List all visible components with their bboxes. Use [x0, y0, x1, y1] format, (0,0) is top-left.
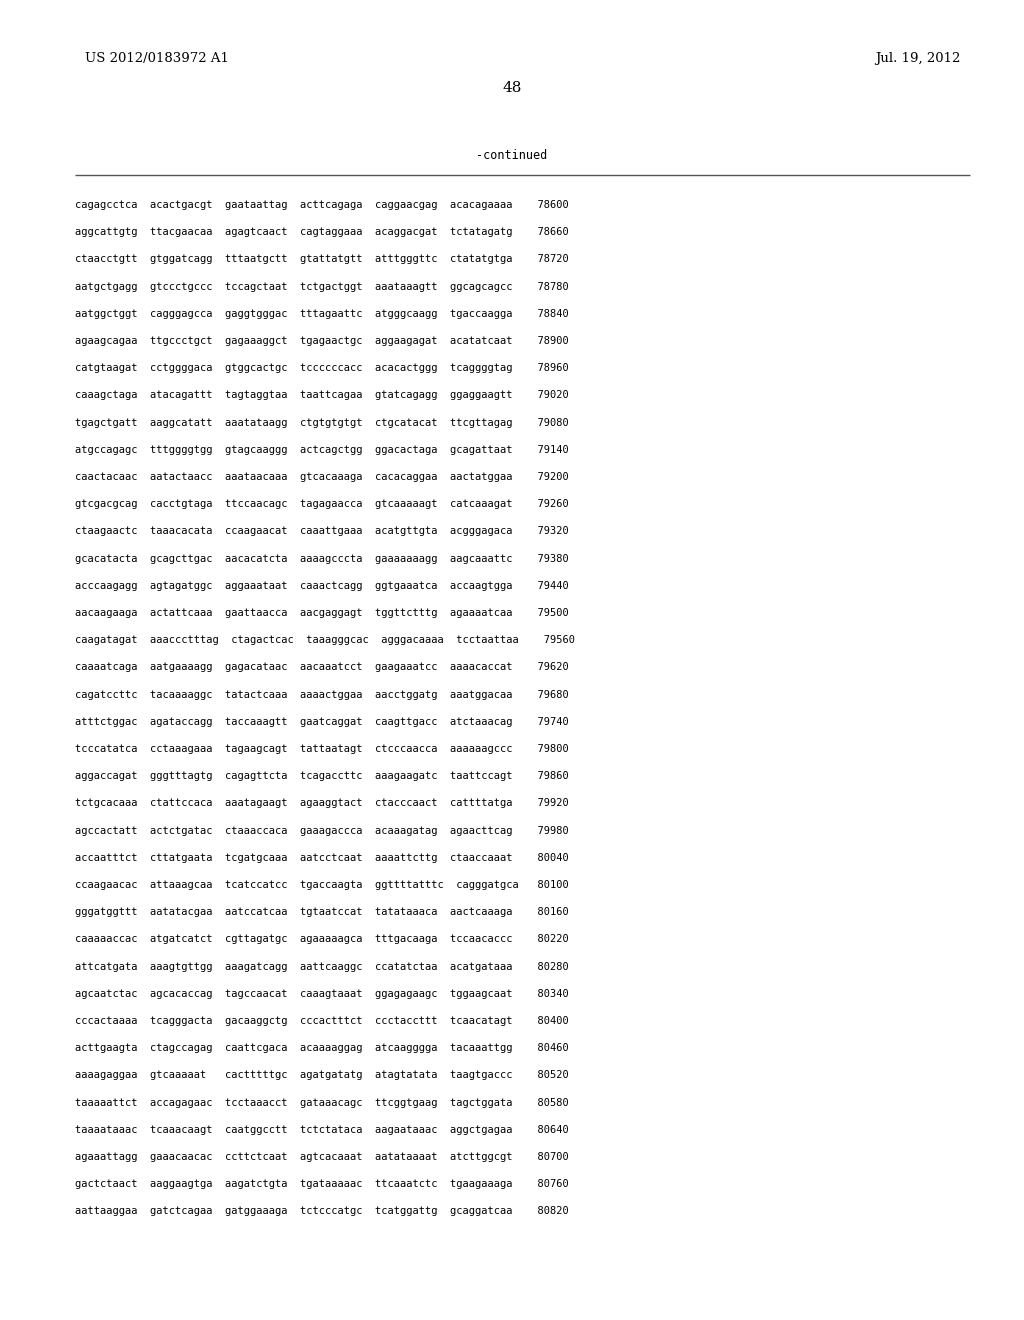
Text: agaaattagg  gaaacaacac  ccttctcaat  agtcacaaat  aatataaaat  atcttggcgt    80700: agaaattagg gaaacaacac ccttctcaat agtcaca…: [75, 1152, 568, 1162]
Text: cagatccttc  tacaaaaggc  tatactcaaa  aaaactggaa  aacctggatg  aaatggacaa    79680: cagatccttc tacaaaaggc tatactcaaa aaaactg…: [75, 689, 568, 700]
Text: agcaatctac  agcacaccag  tagccaacat  caaagtaaat  ggagagaagc  tggaagcaat    80340: agcaatctac agcacaccag tagccaacat caaagta…: [75, 989, 568, 999]
Text: accaatttct  cttatgaata  tcgatgcaaa  aatcctcaat  aaaattcttg  ctaaccaaat    80040: accaatttct cttatgaata tcgatgcaaa aatcctc…: [75, 853, 568, 863]
Text: gactctaact  aaggaagtga  aagatctgta  tgataaaaac  ttcaaatctc  tgaagaaaga    80760: gactctaact aaggaagtga aagatctgta tgataaa…: [75, 1179, 568, 1189]
Text: gcacatacta  gcagcttgac  aacacatcta  aaaagcccta  gaaaaaaagg  aagcaaattc    79380: gcacatacta gcagcttgac aacacatcta aaaagcc…: [75, 553, 568, 564]
Text: tcccatatca  cctaaagaaa  tagaagcagt  tattaatagt  ctcccaacca  aaaaaagccc    79800: tcccatatca cctaaagaaa tagaagcagt tattaat…: [75, 744, 568, 754]
Text: agccactatt  actctgatac  ctaaaccaca  gaaagaccca  acaaagatag  agaacttcag    79980: agccactatt actctgatac ctaaaccaca gaaagac…: [75, 825, 568, 836]
Text: aacaagaaga  actattcaaa  gaattaacca  aacgaggagt  tggttctttg  agaaaatcaa    79500: aacaagaaga actattcaaa gaattaacca aacgagg…: [75, 609, 568, 618]
Text: caaagctaga  atacagattt  tagtaggtaa  taattcagaa  gtatcagagg  ggaggaagtt    79020: caaagctaga atacagattt tagtaggtaa taattca…: [75, 391, 568, 400]
Text: aattaaggaa  gatctcagaa  gatggaaaga  tctcccatgc  tcatggattg  gcaggatcaa    80820: aattaaggaa gatctcagaa gatggaaaga tctccca…: [75, 1206, 568, 1217]
Text: gtcgacgcag  cacctgtaga  ttccaacagc  tagagaacca  gtcaaaaagt  catcaaagat    79260: gtcgacgcag cacctgtaga ttccaacagc tagagaa…: [75, 499, 568, 510]
Text: -continued: -continued: [476, 149, 548, 162]
Text: taaaaattct  accagagaac  tcctaaacct  gataaacagc  ttcggtgaag  tagctggata    80580: taaaaattct accagagaac tcctaaacct gataaac…: [75, 1098, 568, 1107]
Text: cccactaaaa  tcagggacta  gacaaggctg  cccactttct  ccctaccttt  tcaacatagt    80400: cccactaaaa tcagggacta gacaaggctg cccactt…: [75, 1016, 568, 1026]
Text: caactacaac  aatactaacc  aaataacaaa  gtcacaaaga  cacacaggaa  aactatggaa    79200: caactacaac aatactaacc aaataacaaa gtcacaa…: [75, 473, 568, 482]
Text: cagagcctca  acactgacgt  gaataattag  acttcagaga  caggaacgag  acacagaaaa    78600: cagagcctca acactgacgt gaataattag acttcag…: [75, 201, 568, 210]
Text: ctaacctgtt  gtggatcagg  tttaatgctt  gtattatgtt  atttgggttc  ctatatgtga    78720: ctaacctgtt gtggatcagg tttaatgctt gtattat…: [75, 255, 568, 264]
Text: atgccagagc  tttggggtgg  gtagcaaggg  actcagctgg  ggacactaga  gcagattaat    79140: atgccagagc tttggggtgg gtagcaaggg actcagc…: [75, 445, 568, 455]
Text: ctaagaactc  taaacacata  ccaagaacat  caaattgaaa  acatgttgta  acgggagaca    79320: ctaagaactc taaacacata ccaagaacat caaattg…: [75, 527, 568, 536]
Text: caaaaaccac  atgatcatct  cgttagatgc  agaaaaagca  tttgacaaga  tccaacaccc    80220: caaaaaccac atgatcatct cgttagatgc agaaaaa…: [75, 935, 568, 944]
Text: agaagcagaa  ttgccctgct  gagaaaggct  tgagaactgc  aggaagagat  acatatcaat    78900: agaagcagaa ttgccctgct gagaaaggct tgagaac…: [75, 337, 568, 346]
Text: catgtaagat  cctggggaca  gtggcactgc  tccccccacc  acacactggg  tcaggggtag    78960: catgtaagat cctggggaca gtggcactgc tcccccc…: [75, 363, 568, 374]
Text: acttgaagta  ctagccagag  caattcgaca  acaaaaggag  atcaagggga  tacaaattgg    80460: acttgaagta ctagccagag caattcgaca acaaaag…: [75, 1043, 568, 1053]
Text: ccaagaacac  attaaagcaa  tcatccatcc  tgaccaagta  ggttttatttc  cagggatgca   80100: ccaagaacac attaaagcaa tcatccatcc tgaccaa…: [75, 880, 568, 890]
Text: aatgctgagg  gtccctgccc  tccagctaat  tctgactggt  aaataaagtt  ggcagcagcc    78780: aatgctgagg gtccctgccc tccagctaat tctgact…: [75, 281, 568, 292]
Text: 48: 48: [503, 81, 521, 95]
Text: atttctggac  agataccagg  taccaaagtt  gaatcaggat  caagttgacc  atctaaacag    79740: atttctggac agataccagg taccaaagtt gaatcag…: [75, 717, 568, 727]
Text: aatggctggt  cagggagcca  gaggtgggac  tttagaattc  atgggcaagg  tgaccaagga    78840: aatggctggt cagggagcca gaggtgggac tttagaa…: [75, 309, 568, 319]
Text: acccaagagg  agtagatggc  aggaaataat  caaactcagg  ggtgaaatca  accaagtgga    79440: acccaagagg agtagatggc aggaaataat caaactc…: [75, 581, 568, 591]
Text: attcatgata  aaagtgttgg  aaagatcagg  aattcaaggc  ccatatctaa  acatgataaa    80280: attcatgata aaagtgttgg aaagatcagg aattcaa…: [75, 961, 568, 972]
Text: aggcattgtg  ttacgaacaa  agagtcaact  cagtaggaaa  acaggacgat  tctatagatg    78660: aggcattgtg ttacgaacaa agagtcaact cagtagg…: [75, 227, 568, 238]
Text: US 2012/0183972 A1: US 2012/0183972 A1: [85, 51, 229, 65]
Text: gggatggttt  aatatacgaa  aatccatcaa  tgtaatccat  tatataaaca  aactcaaaga    80160: gggatggttt aatatacgaa aatccatcaa tgtaatc…: [75, 907, 568, 917]
Text: aaaagaggaa  gtcaaaaat   cactttttgc  agatgatatg  atagtatata  taagtgaccc    80520: aaaagaggaa gtcaaaaat cactttttgc agatgata…: [75, 1071, 568, 1080]
Text: taaaataaac  tcaaacaagt  caatggcctt  tctctataca  aagaataaac  aggctgagaa    80640: taaaataaac tcaaacaagt caatggcctt tctctat…: [75, 1125, 568, 1135]
Text: tgagctgatt  aaggcatatt  aaatataagg  ctgtgtgtgt  ctgcatacat  ttcgttagag    79080: tgagctgatt aaggcatatt aaatataagg ctgtgtg…: [75, 417, 568, 428]
Text: aggaccagat  gggtttagtg  cagagttcta  tcagaccttc  aaagaagatc  taattccagt    79860: aggaccagat gggtttagtg cagagttcta tcagacc…: [75, 771, 568, 781]
Text: caaaatcaga  aatgaaaagg  gagacataac  aacaaatcct  gaagaaatcc  aaaacaccat    79620: caaaatcaga aatgaaaagg gagacataac aacaaat…: [75, 663, 568, 672]
Text: Jul. 19, 2012: Jul. 19, 2012: [874, 51, 961, 65]
Text: tctgcacaaa  ctattccaca  aaatagaagt  agaaggtact  ctacccaact  cattttatga    79920: tctgcacaaa ctattccaca aaatagaagt agaaggt…: [75, 799, 568, 808]
Text: caagatagat  aaaccctttag  ctagactcac  taaagggcac  agggacaaaa  tcctaattaa    79560: caagatagat aaaccctttag ctagactcac taaagg…: [75, 635, 575, 645]
